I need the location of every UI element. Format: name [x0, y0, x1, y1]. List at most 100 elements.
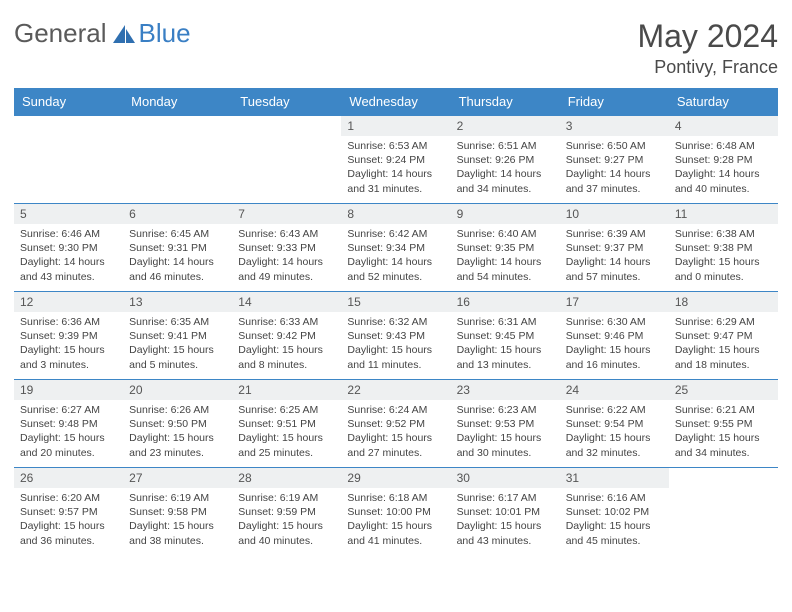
day-number: 14	[232, 292, 341, 312]
logo-word2: Blue	[139, 18, 191, 49]
calendar-cell	[669, 468, 778, 556]
day-info: Sunrise: 6:38 AMSunset: 9:38 PMDaylight:…	[669, 224, 778, 288]
calendar-cell: 3Sunrise: 6:50 AMSunset: 9:27 PMDaylight…	[560, 116, 669, 204]
calendar-cell: 12Sunrise: 6:36 AMSunset: 9:39 PMDayligh…	[14, 292, 123, 380]
day-number: 10	[560, 204, 669, 224]
calendar-cell: 8Sunrise: 6:42 AMSunset: 9:34 PMDaylight…	[341, 204, 450, 292]
calendar-row: 19Sunrise: 6:27 AMSunset: 9:48 PMDayligh…	[14, 380, 778, 468]
day-number: 7	[232, 204, 341, 224]
day-info: Sunrise: 6:17 AMSunset: 10:01 PMDaylight…	[451, 488, 560, 552]
day-number: 28	[232, 468, 341, 488]
day-number: 2	[451, 116, 560, 136]
day-info: Sunrise: 6:45 AMSunset: 9:31 PMDaylight:…	[123, 224, 232, 288]
day-info: Sunrise: 6:16 AMSunset: 10:02 PMDaylight…	[560, 488, 669, 552]
day-info: Sunrise: 6:26 AMSunset: 9:50 PMDaylight:…	[123, 400, 232, 464]
day-info: Sunrise: 6:29 AMSunset: 9:47 PMDaylight:…	[669, 312, 778, 376]
calendar-table: SundayMondayTuesdayWednesdayThursdayFrid…	[14, 88, 778, 556]
calendar-cell: 31Sunrise: 6:16 AMSunset: 10:02 PMDaylig…	[560, 468, 669, 556]
day-number: 5	[14, 204, 123, 224]
calendar-cell: 16Sunrise: 6:31 AMSunset: 9:45 PMDayligh…	[451, 292, 560, 380]
calendar-cell: 22Sunrise: 6:24 AMSunset: 9:52 PMDayligh…	[341, 380, 450, 468]
calendar-cell: 20Sunrise: 6:26 AMSunset: 9:50 PMDayligh…	[123, 380, 232, 468]
day-number: 6	[123, 204, 232, 224]
calendar-cell: 29Sunrise: 6:18 AMSunset: 10:00 PMDaylig…	[341, 468, 450, 556]
calendar-cell: 25Sunrise: 6:21 AMSunset: 9:55 PMDayligh…	[669, 380, 778, 468]
calendar-cell: 2Sunrise: 6:51 AMSunset: 9:26 PMDaylight…	[451, 116, 560, 204]
weekday-header: Sunday	[14, 88, 123, 116]
weekday-header: Friday	[560, 88, 669, 116]
day-number: 19	[14, 380, 123, 400]
calendar-cell: 19Sunrise: 6:27 AMSunset: 9:48 PMDayligh…	[14, 380, 123, 468]
day-info: Sunrise: 6:23 AMSunset: 9:53 PMDaylight:…	[451, 400, 560, 464]
day-number: 22	[341, 380, 450, 400]
logo: General Blue	[14, 18, 191, 49]
day-number: 15	[341, 292, 450, 312]
calendar-row: 1Sunrise: 6:53 AMSunset: 9:24 PMDaylight…	[14, 116, 778, 204]
calendar-cell: 13Sunrise: 6:35 AMSunset: 9:41 PMDayligh…	[123, 292, 232, 380]
weekday-header: Tuesday	[232, 88, 341, 116]
logo-sail-icon	[111, 23, 137, 45]
day-number: 17	[560, 292, 669, 312]
calendar-cell: 28Sunrise: 6:19 AMSunset: 9:59 PMDayligh…	[232, 468, 341, 556]
calendar-cell: 30Sunrise: 6:17 AMSunset: 10:01 PMDaylig…	[451, 468, 560, 556]
day-info: Sunrise: 6:31 AMSunset: 9:45 PMDaylight:…	[451, 312, 560, 376]
calendar-cell	[123, 116, 232, 204]
calendar-cell: 14Sunrise: 6:33 AMSunset: 9:42 PMDayligh…	[232, 292, 341, 380]
calendar-cell: 9Sunrise: 6:40 AMSunset: 9:35 PMDaylight…	[451, 204, 560, 292]
day-info: Sunrise: 6:20 AMSunset: 9:57 PMDaylight:…	[14, 488, 123, 552]
day-number: 29	[341, 468, 450, 488]
calendar-cell: 17Sunrise: 6:30 AMSunset: 9:46 PMDayligh…	[560, 292, 669, 380]
day-info: Sunrise: 6:36 AMSunset: 9:39 PMDaylight:…	[14, 312, 123, 376]
day-number: 12	[14, 292, 123, 312]
day-info: Sunrise: 6:33 AMSunset: 9:42 PMDaylight:…	[232, 312, 341, 376]
day-number: 31	[560, 468, 669, 488]
day-info: Sunrise: 6:30 AMSunset: 9:46 PMDaylight:…	[560, 312, 669, 376]
weekday-header: Monday	[123, 88, 232, 116]
day-info: Sunrise: 6:27 AMSunset: 9:48 PMDaylight:…	[14, 400, 123, 464]
day-info: Sunrise: 6:50 AMSunset: 9:27 PMDaylight:…	[560, 136, 669, 200]
weekday-header: Wednesday	[341, 88, 450, 116]
title-block: May 2024 Pontivy, France	[637, 18, 778, 78]
day-number: 1	[341, 116, 450, 136]
calendar-row: 5Sunrise: 6:46 AMSunset: 9:30 PMDaylight…	[14, 204, 778, 292]
day-number: 3	[560, 116, 669, 136]
day-info: Sunrise: 6:40 AMSunset: 9:35 PMDaylight:…	[451, 224, 560, 288]
day-number: 16	[451, 292, 560, 312]
calendar-cell: 27Sunrise: 6:19 AMSunset: 9:58 PMDayligh…	[123, 468, 232, 556]
month-title: May 2024	[637, 18, 778, 55]
day-number: 18	[669, 292, 778, 312]
calendar-cell: 5Sunrise: 6:46 AMSunset: 9:30 PMDaylight…	[14, 204, 123, 292]
day-info: Sunrise: 6:18 AMSunset: 10:00 PMDaylight…	[341, 488, 450, 552]
day-info: Sunrise: 6:51 AMSunset: 9:26 PMDaylight:…	[451, 136, 560, 200]
day-number: 27	[123, 468, 232, 488]
day-number: 13	[123, 292, 232, 312]
calendar-cell	[14, 116, 123, 204]
calendar-cell: 4Sunrise: 6:48 AMSunset: 9:28 PMDaylight…	[669, 116, 778, 204]
day-info: Sunrise: 6:53 AMSunset: 9:24 PMDaylight:…	[341, 136, 450, 200]
day-number: 24	[560, 380, 669, 400]
calendar-row: 12Sunrise: 6:36 AMSunset: 9:39 PMDayligh…	[14, 292, 778, 380]
day-info: Sunrise: 6:24 AMSunset: 9:52 PMDaylight:…	[341, 400, 450, 464]
day-info: Sunrise: 6:32 AMSunset: 9:43 PMDaylight:…	[341, 312, 450, 376]
day-info: Sunrise: 6:19 AMSunset: 9:58 PMDaylight:…	[123, 488, 232, 552]
day-number: 23	[451, 380, 560, 400]
calendar-cell: 1Sunrise: 6:53 AMSunset: 9:24 PMDaylight…	[341, 116, 450, 204]
header: General Blue May 2024 Pontivy, France	[14, 18, 778, 78]
day-info: Sunrise: 6:35 AMSunset: 9:41 PMDaylight:…	[123, 312, 232, 376]
calendar-cell: 15Sunrise: 6:32 AMSunset: 9:43 PMDayligh…	[341, 292, 450, 380]
day-number: 11	[669, 204, 778, 224]
calendar-cell: 24Sunrise: 6:22 AMSunset: 9:54 PMDayligh…	[560, 380, 669, 468]
location: Pontivy, France	[637, 57, 778, 78]
weekday-header: Thursday	[451, 88, 560, 116]
logo-word1: General	[14, 18, 107, 49]
calendar-body: 1Sunrise: 6:53 AMSunset: 9:24 PMDaylight…	[14, 116, 778, 556]
calendar-cell: 10Sunrise: 6:39 AMSunset: 9:37 PMDayligh…	[560, 204, 669, 292]
day-number: 21	[232, 380, 341, 400]
day-number: 4	[669, 116, 778, 136]
calendar-cell: 23Sunrise: 6:23 AMSunset: 9:53 PMDayligh…	[451, 380, 560, 468]
day-number: 26	[14, 468, 123, 488]
calendar-cell: 18Sunrise: 6:29 AMSunset: 9:47 PMDayligh…	[669, 292, 778, 380]
day-number: 20	[123, 380, 232, 400]
calendar-cell: 7Sunrise: 6:43 AMSunset: 9:33 PMDaylight…	[232, 204, 341, 292]
day-info: Sunrise: 6:22 AMSunset: 9:54 PMDaylight:…	[560, 400, 669, 464]
